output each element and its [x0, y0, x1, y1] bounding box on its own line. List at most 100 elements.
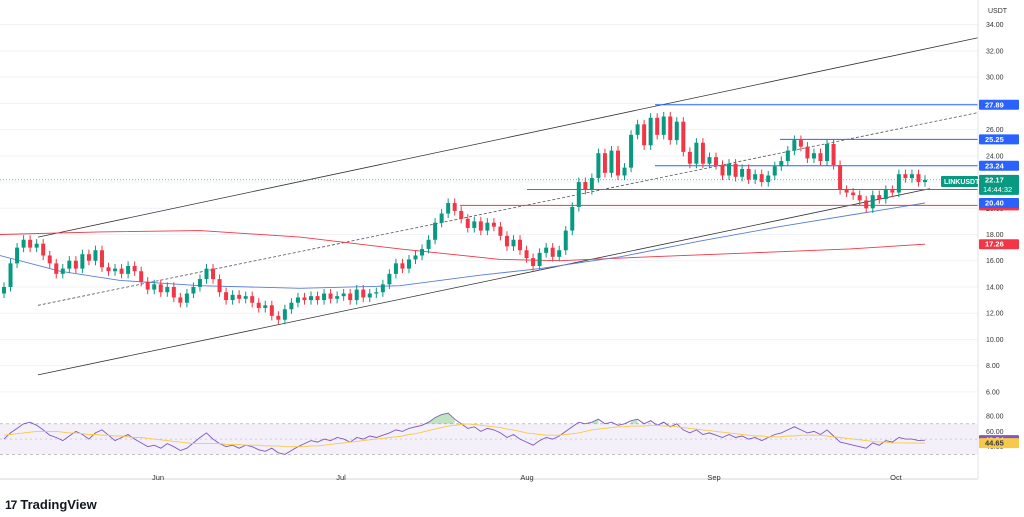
price-tick-label: 14.00: [986, 284, 1004, 291]
candle-body: [34, 243, 39, 248]
candle-body: [583, 182, 588, 190]
candle-body: [766, 175, 771, 183]
ma-blue-line: [0, 202, 926, 289]
level-label-bg: [979, 134, 1019, 145]
candle-body: [570, 206, 575, 231]
ma-label-bg: [979, 198, 1019, 209]
candle-body: [831, 144, 836, 165]
candle-body: [15, 247, 20, 264]
candle-body: [491, 222, 496, 227]
candle-body: [720, 165, 725, 176]
candle-body: [387, 273, 392, 285]
candle-body: [282, 309, 287, 320]
candle-body: [132, 265, 137, 272]
rsi-line: [3, 412, 926, 455]
tradingview-brand[interactable]: 17 TradingView: [5, 497, 97, 512]
candle-body: [439, 213, 444, 223]
candle-body: [413, 255, 418, 260]
candle-body: [178, 297, 183, 303]
candle-body: [563, 230, 568, 251]
candle-body: [485, 222, 490, 231]
candle-body: [113, 268, 118, 272]
candle-body: [753, 174, 758, 180]
level-label-bg: [979, 99, 1019, 110]
candle-body: [629, 134, 634, 168]
candle-body: [302, 297, 307, 301]
candle-body: [295, 297, 300, 303]
price-grid: [0, 24, 978, 393]
time-axis-ticks: Jun Jul Aug Sep Oct: [152, 473, 903, 482]
symbol-tag-bg: [941, 176, 978, 187]
candle-body: [256, 302, 261, 308]
candle-body: [818, 153, 823, 162]
candle-body: [909, 174, 914, 179]
candle-body: [805, 146, 810, 159]
candle-body: [923, 179, 927, 183]
candle-body: [204, 268, 209, 280]
candle-body: [191, 286, 196, 294]
ma-label: 20.40: [985, 199, 1004, 208]
rsi-pane: [0, 423, 978, 455]
candle-body: [211, 268, 216, 280]
candle-body: [459, 210, 464, 219]
candle-body: [41, 243, 46, 256]
symbol-tag: LINKUSDT: [941, 176, 980, 187]
price-tick-label: 34.00: [986, 22, 1004, 29]
candle-body: [524, 250, 529, 259]
candle-body: [93, 250, 98, 261]
candle-body: [243, 296, 248, 299]
candle-body: [518, 239, 523, 251]
candle-body: [838, 165, 843, 190]
candle-body: [903, 174, 908, 179]
rsi-ma-value-label-bg: [979, 438, 1019, 449]
candle-body: [700, 142, 705, 164]
rsi-tick-label: 60.00: [986, 429, 1004, 436]
rsi-lines: [3, 412, 926, 455]
candle-body: [707, 157, 712, 164]
candle-body: [622, 167, 627, 176]
candle-body: [642, 124, 647, 146]
last-price-label-bg: [979, 174, 1019, 195]
price-tick-label: 30.00: [986, 75, 1004, 82]
candle-body: [361, 289, 366, 298]
rsi-overbought-fill: [591, 419, 599, 424]
channel-lower-line: [37, 188, 931, 376]
candle-body: [531, 258, 536, 266]
candle-body: [537, 252, 542, 266]
candle-body: [250, 296, 255, 303]
candle-body: [857, 195, 862, 201]
candle-body: [54, 263, 59, 274]
candle-body: [635, 124, 640, 135]
candle-body: [8, 263, 13, 287]
candle-body: [511, 239, 516, 247]
candle-body: [354, 289, 359, 301]
candle-body: [890, 189, 895, 193]
candle-body: [557, 250, 562, 257]
level-label-bg: [979, 160, 1019, 171]
candle-body: [798, 140, 803, 147]
candle-body: [158, 284, 163, 293]
candle-body: [237, 294, 242, 299]
candle-body: [616, 150, 620, 176]
candle-body: [877, 195, 882, 200]
candle-body: [230, 294, 235, 301]
price-tick-label: 16.00: [986, 258, 1004, 265]
candle-body: [596, 153, 601, 179]
candle-body: [367, 293, 372, 298]
price-tick-label: 8.00: [986, 363, 1000, 370]
candle-body: [452, 203, 457, 211]
candle-body: [433, 222, 438, 240]
candle-body: [864, 200, 869, 209]
candle-body: [687, 151, 692, 164]
candle-body: [106, 267, 111, 272]
candle-body: [139, 271, 144, 282]
candle-body: [328, 293, 333, 299]
candle-body: [811, 153, 816, 159]
last-price-label-countdown: 14:44:32: [983, 185, 1012, 194]
candle-body: [733, 163, 738, 177]
rsi-tick-label: 80.00: [986, 414, 1004, 421]
candle-body: [119, 268, 124, 274]
